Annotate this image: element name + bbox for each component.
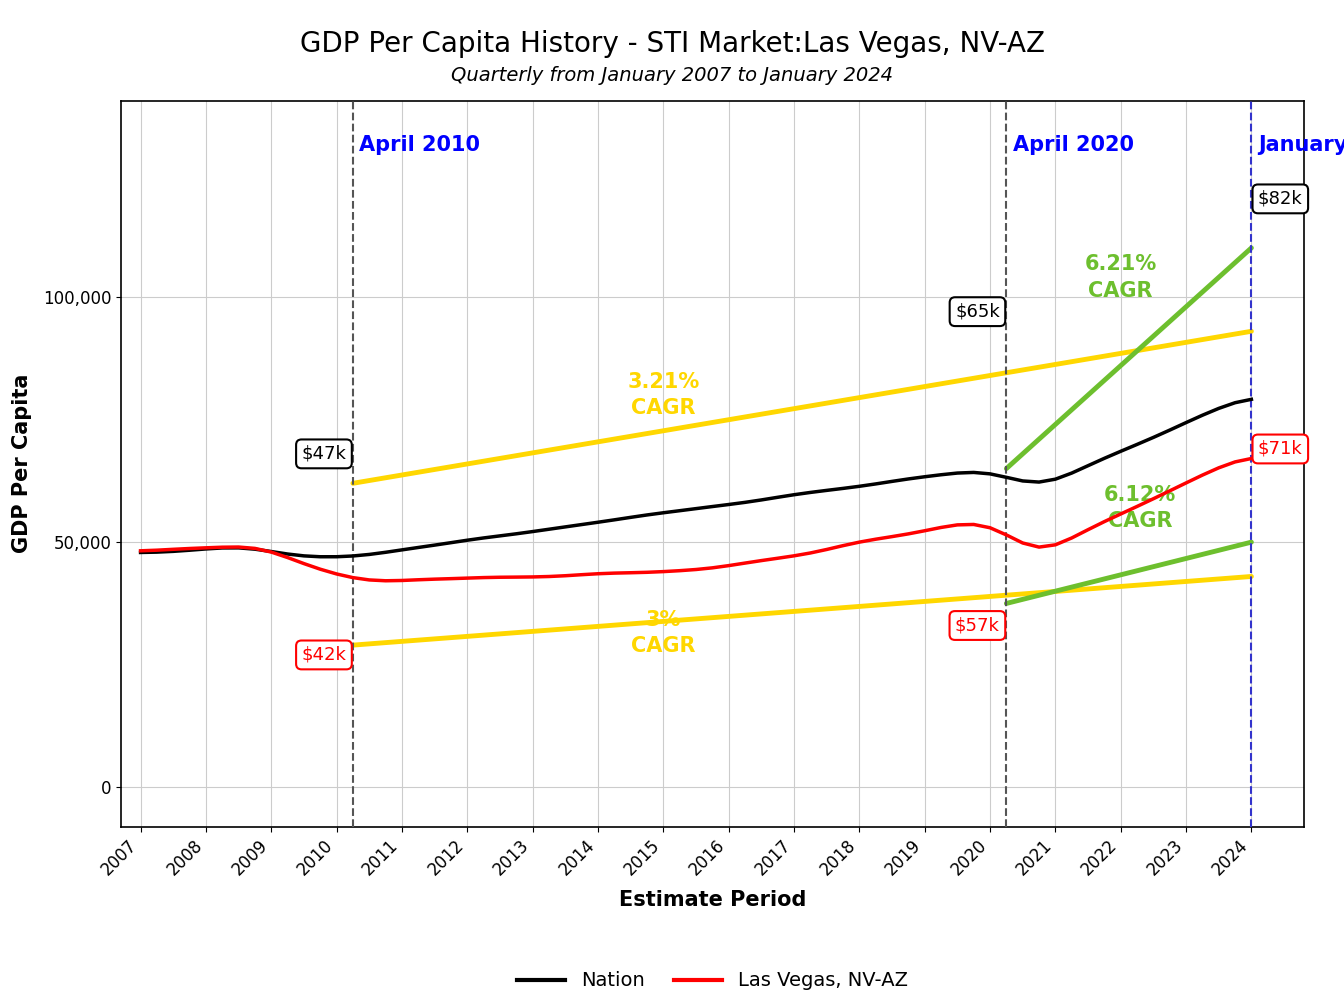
Text: GDP Per Capita History - STI Market:Las Vegas, NV-AZ: GDP Per Capita History - STI Market:Las … [300,30,1044,58]
Text: April 2020: April 2020 [1013,135,1134,155]
X-axis label: Estimate Period: Estimate Period [618,890,806,910]
Text: $57k: $57k [956,617,1000,634]
Text: $65k: $65k [956,302,1000,321]
Y-axis label: GDP Per Capita: GDP Per Capita [12,374,32,553]
Text: January 2024: January 2024 [1258,135,1344,155]
Text: 3%
CAGR: 3% CAGR [632,610,696,656]
Text: Quarterly from January 2007 to January 2024: Quarterly from January 2007 to January 2… [452,66,892,85]
Text: $47k: $47k [301,445,347,463]
Legend: Nation, Las Vegas, NV-AZ: Nation, Las Vegas, NV-AZ [509,964,915,998]
Text: 6.12%
CAGR: 6.12% CAGR [1105,485,1176,531]
Text: $42k: $42k [301,646,347,664]
Text: $82k: $82k [1258,190,1302,208]
Text: 3.21%
CAGR: 3.21% CAGR [628,372,699,418]
Text: $71k: $71k [1258,439,1302,458]
Text: 6.21%
CAGR: 6.21% CAGR [1085,254,1157,300]
Text: April 2010: April 2010 [359,135,480,155]
